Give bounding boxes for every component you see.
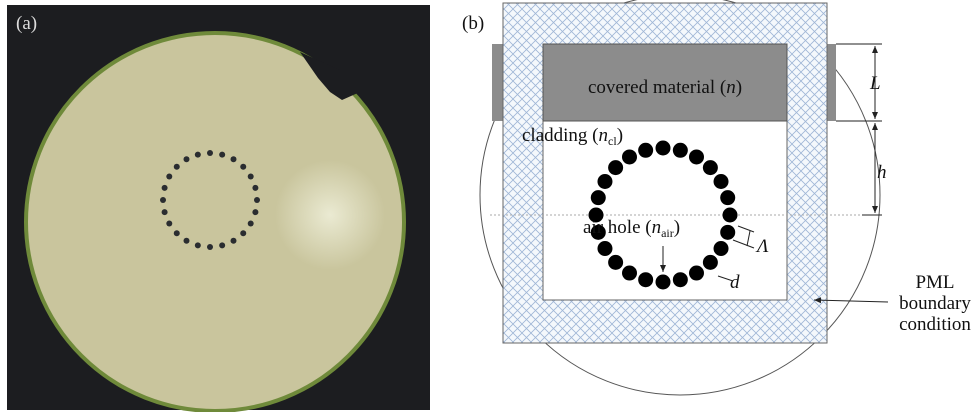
speckle xyxy=(275,160,385,270)
pml-label: boundary xyxy=(899,293,971,314)
panel-label: (a) xyxy=(16,13,37,34)
air-hole xyxy=(166,174,172,180)
air-hole xyxy=(703,255,718,270)
air-hole xyxy=(714,174,729,189)
material-strip xyxy=(492,44,504,121)
air-hole xyxy=(240,164,246,170)
air-hole xyxy=(720,225,735,240)
air-hole xyxy=(723,208,738,223)
figure: (a) covered material (n) cladding (ncl) … xyxy=(0,0,980,412)
air-hole xyxy=(673,272,688,287)
air-hole xyxy=(656,275,671,290)
air-hole xyxy=(248,174,254,180)
air-hole xyxy=(608,160,623,175)
air-hole xyxy=(591,190,606,205)
air-hole xyxy=(195,242,201,248)
air-hole xyxy=(597,241,612,256)
material-label: covered material (n) xyxy=(588,77,742,98)
air-hole xyxy=(689,266,704,281)
air-hole xyxy=(162,209,168,215)
air-hole xyxy=(638,272,653,287)
pml-label: condition xyxy=(899,314,971,335)
air-hole xyxy=(166,221,172,227)
air-hole xyxy=(248,221,254,227)
air-hole xyxy=(252,209,258,215)
air-hole xyxy=(160,197,166,203)
air-hole xyxy=(673,143,688,158)
cladding-label: cladding (ncl) xyxy=(522,125,623,148)
air-hole xyxy=(240,230,246,236)
air-hole xyxy=(597,174,612,189)
air-hole xyxy=(638,143,653,158)
pml-label: PML xyxy=(915,272,954,293)
air-hole xyxy=(252,185,258,191)
air-hole xyxy=(207,244,213,250)
air-hole xyxy=(622,266,637,281)
air-hole xyxy=(608,255,623,270)
dim-label: L xyxy=(869,73,881,94)
air-hole xyxy=(219,152,225,158)
photo-panel: (a) xyxy=(7,5,430,411)
air-hole xyxy=(162,185,168,191)
air-hole xyxy=(231,238,237,244)
air-hole xyxy=(174,230,180,236)
air-hole xyxy=(703,160,718,175)
air-hole xyxy=(656,141,671,156)
dim-label: h xyxy=(877,162,887,183)
air-hole xyxy=(207,150,213,156)
air-hole xyxy=(184,156,190,162)
air-hole xyxy=(231,156,237,162)
panel-label: (b) xyxy=(462,13,484,34)
air-hole xyxy=(195,152,201,158)
air-hole xyxy=(689,149,704,164)
air-hole xyxy=(184,238,190,244)
air-hole xyxy=(622,149,637,164)
air-hole xyxy=(174,164,180,170)
air-hole xyxy=(219,242,225,248)
air-hole xyxy=(720,190,735,205)
pitch-label: Λ xyxy=(755,236,769,257)
air-hole xyxy=(254,197,260,203)
diameter-label: d xyxy=(730,272,740,293)
schematic-panel: covered material (n) cladding (ncl) air … xyxy=(462,0,971,395)
air-hole xyxy=(714,241,729,256)
